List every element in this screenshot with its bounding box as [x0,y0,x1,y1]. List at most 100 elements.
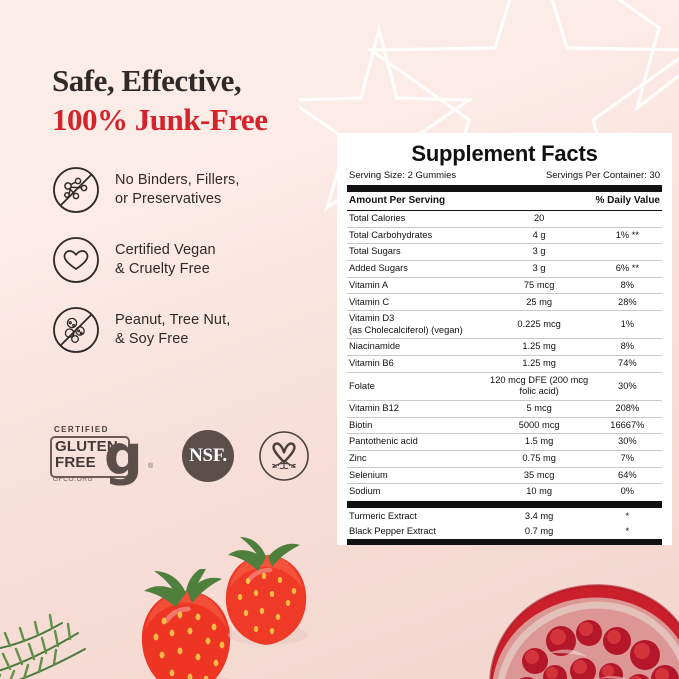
feature-item-vegan: Certified Vegan & Cruelty Free [52,236,324,284]
extract-table: Turmeric Extract 3.4 mg * Black Pepper E… [347,508,662,538]
gluten-free-line-1: GLUTEN [55,438,118,455]
nutrient-amount: 35 mcg [485,467,593,485]
headline-line-1: Safe, Effective, [52,63,242,98]
header-daily-value: % Daily Value [595,195,660,206]
nutrient-amount: 25 mg [485,293,593,312]
serving-info-row: Serving Size: 2 Gummies Servings Per Con… [347,169,662,184]
feature-item-no-binders: No Binders, Fillers, or Preservatives [52,166,324,214]
feature-label-no-binders: No Binders, Fillers, or Preservatives [115,172,240,207]
nsf-badge-icon: NSF. [182,430,234,482]
gluten-free-line-2: FREE [55,454,96,471]
extract-dv: * [625,525,630,536]
table-row: Vitamin D3 (as Cholecalciferol) (vegan) … [347,310,662,340]
nutrient-dv [592,243,662,262]
table-row: Total Sugars 3 g [347,243,662,262]
nutrient-name: Niacinamide [347,338,486,356]
gluten-free-text: GLUTEN FREE [55,439,118,471]
extract-amount: 0.7 mg [524,525,554,536]
header-amount-per-serving: Amount Per Serving [349,195,446,206]
table-row: Selenium 35 mcg 64% [347,467,662,485]
nutrient-name: Vitamin B12 [347,400,486,418]
nutrient-amount: 3 g [485,260,593,278]
nutrient-name: Total Calories [347,211,486,228]
servings-per-container: Servings Per Container: 30 [545,170,660,181]
nutrient-amount: 20 [485,211,593,228]
nutrient-name: Zinc [347,450,486,468]
nutrient-amount: 1.25 mg [485,355,593,373]
table-row: Biotin 5000 mcg 16667% [347,417,662,435]
feature-label-nut-free: Peanut, Tree Nut, & Soy Free [115,312,231,347]
cruelty-free-bunny-icon [258,430,310,482]
table-row: Niacinamide 1.25 mg 8% [347,338,662,356]
divider-thick-middle [347,501,662,508]
gluten-free-badge-icon: CERTIFIED GLUTEN FREE g ® GFCO.ORG [48,425,158,487]
nutrient-dv: 30% [592,433,662,451]
extract-name: Turmeric Extract [349,510,417,521]
table-row: Total Carbohydrates 4 g 1% ** [347,227,662,245]
left-content-column: Safe, Effective, 100% Junk-Free [52,62,324,376]
table-row: Vitamin A 75 mcg 8% [347,277,662,295]
feature-item-nut-free: Peanut, Tree Nut, & Soy Free [52,306,324,354]
table-row: Vitamin B6 1.25 mg 74% [347,355,662,373]
divider-thick-bottom [347,539,662,545]
headline-line-2: 100% Junk-Free [52,102,268,137]
table-row: Vitamin C 25 mg 28% [347,293,662,312]
extract-amount: 3.4 mg [524,510,554,521]
extract-name: Black Pepper Extract [349,525,436,536]
divider-thick-top [347,185,662,192]
nutrient-dv: 74% [592,355,662,373]
nutrient-amount: 5 mcg [485,400,593,418]
nutrient-name: Vitamin D3 (as Cholecalciferol) (vegan) [347,310,486,340]
table-row: Total Calories 20 [347,211,662,228]
nutrient-amount: 1.5 mg [485,433,593,451]
nutrient-dv: 8% [592,338,662,356]
gluten-free-g-mark: g [104,424,143,487]
nutrient-dv: 16667% [592,417,662,435]
nutrient-amount: 3 g [485,243,593,262]
nutrient-amount: 10 mg [526,486,553,497]
nutrient-amount: 120 mcg DFE (200 mcg folic acid) [485,372,593,401]
page-title: Safe, Effective, 100% Junk-Free [52,62,324,140]
gluten-free-registered-mark: ® [148,463,154,470]
nutrient-name-primary: Vitamin D3 [349,313,395,324]
nutrient-dv: 7% [592,450,662,468]
nutrient-name-secondary: (as Cholecalciferol) (vegan) [349,324,463,335]
certification-badges: CERTIFIED GLUTEN FREE g ® GFCO.ORG NSF. [48,425,310,487]
nutrient-amount: 75 mcg [485,277,593,295]
nutrient-dv: 28% [592,293,662,312]
nutrient-name: Biotin [347,417,486,435]
nutrient-name: Total Carbohydrates [347,227,486,245]
nutrient-dv: 1% [592,310,662,340]
nutrient-dv: 208% [592,400,662,418]
nutrient-dv: 30% [592,372,662,401]
table-row: Zinc 0.75 mg 7% [347,450,662,468]
no-nuts-icon [52,306,100,354]
nutrient-name: Total Sugars [347,243,486,262]
table-row: Vitamin B12 5 mcg 208% [347,400,662,418]
extract-dv: * [625,510,630,521]
nutrient-name: Sodium [349,486,381,497]
table-row: Sodium 10 mg 0% [347,484,662,500]
divider-under-headers [347,210,662,211]
gluten-free-url: GFCO.ORG [53,476,94,483]
nutrient-name: Vitamin A [347,277,486,295]
table-row: Folate 120 mcg DFE (200 mcg folic acid) … [347,372,662,401]
nutrient-dv: 64% [592,467,662,485]
table-row: Turmeric Extract 3.4 mg * [347,508,662,523]
nutrient-name: Vitamin C [347,293,486,312]
nutrient-amount: 4 g [485,227,593,245]
nutrient-name: Vitamin B6 [347,355,486,373]
nutrient-amount: 1.25 mg [485,338,593,356]
table-row: Pantothenic acid 1.5 mg 30% [347,433,662,451]
nutrient-amount: 5000 mcg [485,417,593,435]
nutrient-table: Total Calories 20 Total Carbohydrates 4 … [347,211,662,500]
gluten-free-certified-label: CERTIFIED [54,425,109,434]
nutrient-name: Pantothenic acid [347,433,486,451]
nutrient-name: Selenium [347,467,486,485]
feature-list: No Binders, Fillers, or Preservatives Ce… [52,166,324,354]
nutrient-amount: 0.75 mg [485,450,593,468]
nutrient-dv: 8% [592,277,662,295]
nutrient-amount: 0.225 mcg [485,310,593,340]
nutrient-dv: 6% ** [592,260,662,278]
nutrient-dv: 0% [620,486,635,497]
